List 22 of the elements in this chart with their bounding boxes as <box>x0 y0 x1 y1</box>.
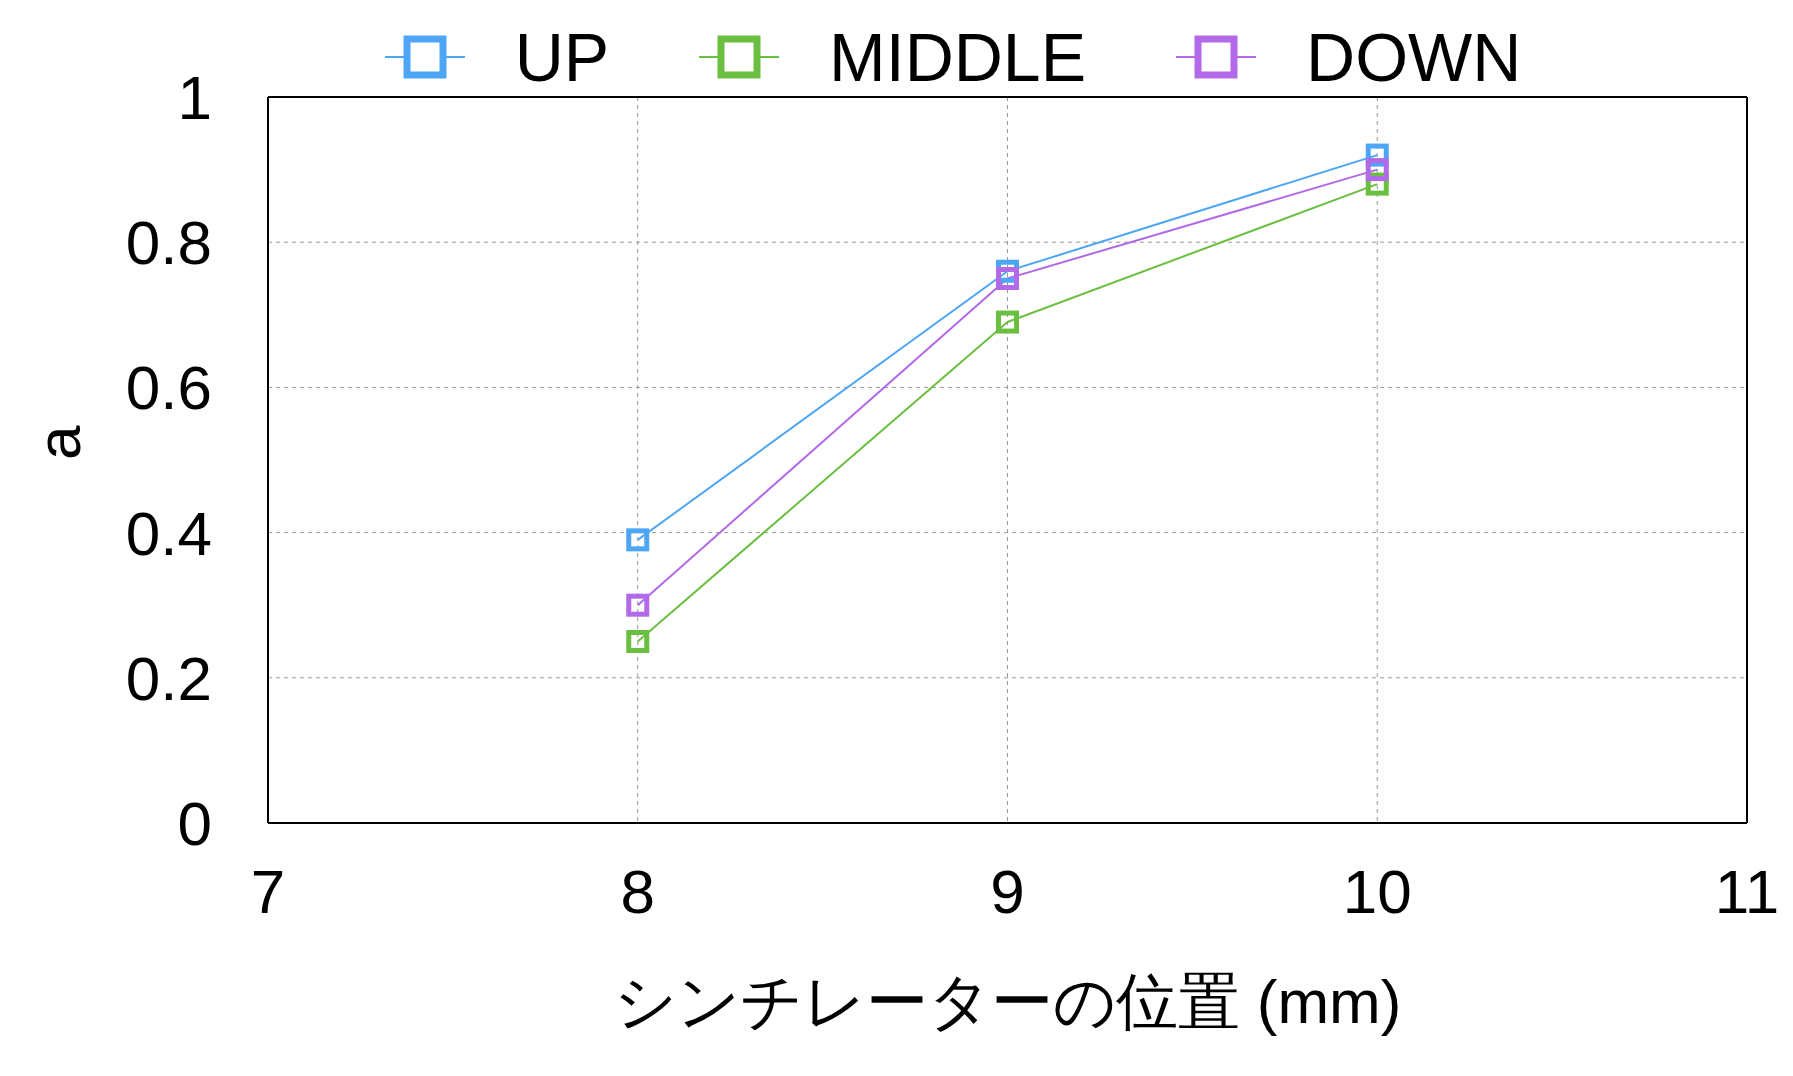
point <box>996 267 1019 290</box>
x-tick-label: 8 <box>620 857 655 927</box>
point <box>996 310 1019 334</box>
y-tick-label: 0.2 <box>125 643 212 713</box>
y-tick-label: 0 <box>177 789 212 859</box>
legend-label: MIDDLE <box>829 18 1087 96</box>
point <box>626 593 650 617</box>
point <box>1365 158 1389 182</box>
point <box>626 528 650 552</box>
y-tick-label: 1 <box>177 63 212 133</box>
y-tick-label: 0.4 <box>125 498 212 568</box>
y-tick-label: 0.6 <box>125 353 212 423</box>
x-tick-label: 10 <box>1342 857 1412 927</box>
legend-label: UP <box>514 18 610 96</box>
y-axis-title: a <box>24 425 94 460</box>
x-tick-label: 11 <box>1714 857 1780 927</box>
x-tick-label: 9 <box>990 857 1025 927</box>
point <box>626 630 650 653</box>
y-tick-label: 0.8 <box>125 208 212 278</box>
x-tick-label: 7 <box>250 857 286 927</box>
legend-label: DOWN <box>1306 18 1522 96</box>
x-axis-title: シンチレーターの位置 (mm) <box>613 967 1402 1036</box>
